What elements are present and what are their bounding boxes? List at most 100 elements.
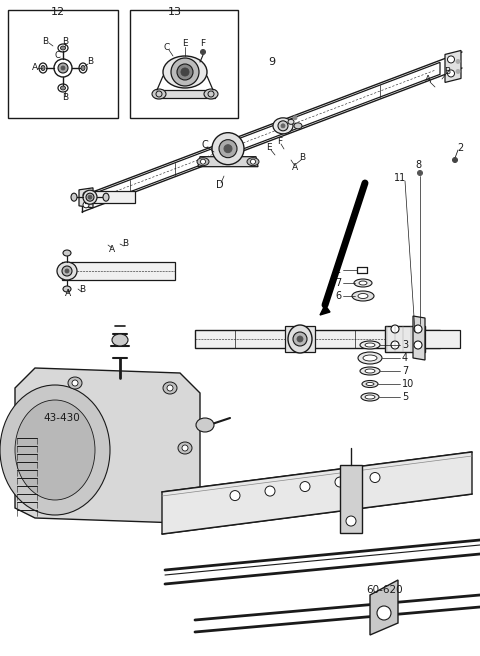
Polygon shape bbox=[445, 51, 461, 83]
Ellipse shape bbox=[212, 133, 244, 165]
Text: E: E bbox=[266, 144, 272, 152]
Bar bbox=[195, 330, 440, 348]
Polygon shape bbox=[79, 188, 93, 208]
Polygon shape bbox=[155, 90, 215, 98]
Text: B: B bbox=[62, 37, 68, 45]
Bar bbox=[425, 330, 460, 348]
Bar bbox=[285, 326, 315, 352]
Ellipse shape bbox=[152, 89, 166, 99]
Ellipse shape bbox=[63, 286, 71, 292]
Text: 1: 1 bbox=[335, 265, 341, 275]
Bar bbox=[130, 10, 238, 118]
Circle shape bbox=[265, 486, 275, 496]
Text: 6: 6 bbox=[335, 291, 341, 301]
Ellipse shape bbox=[103, 193, 109, 201]
Ellipse shape bbox=[15, 400, 95, 500]
Ellipse shape bbox=[178, 442, 192, 454]
Text: A: A bbox=[425, 75, 431, 85]
Text: B: B bbox=[299, 154, 305, 163]
Ellipse shape bbox=[181, 68, 189, 76]
Ellipse shape bbox=[197, 157, 209, 166]
Ellipse shape bbox=[359, 281, 367, 285]
Text: C: C bbox=[202, 140, 208, 150]
Ellipse shape bbox=[247, 157, 259, 166]
Text: 43-430: 43-430 bbox=[44, 413, 80, 423]
Ellipse shape bbox=[83, 190, 97, 204]
Ellipse shape bbox=[196, 418, 214, 432]
Text: B: B bbox=[444, 68, 450, 77]
Ellipse shape bbox=[177, 64, 193, 80]
Ellipse shape bbox=[366, 382, 374, 386]
Ellipse shape bbox=[60, 86, 65, 90]
Circle shape bbox=[58, 63, 68, 73]
Text: 3: 3 bbox=[402, 340, 408, 350]
Ellipse shape bbox=[65, 269, 69, 273]
Ellipse shape bbox=[71, 193, 77, 201]
Ellipse shape bbox=[273, 118, 293, 134]
Circle shape bbox=[172, 495, 178, 501]
Text: 12: 12 bbox=[51, 7, 65, 17]
Ellipse shape bbox=[288, 119, 294, 125]
Ellipse shape bbox=[88, 195, 92, 199]
Circle shape bbox=[230, 491, 240, 501]
Ellipse shape bbox=[352, 291, 374, 301]
Text: 2: 2 bbox=[457, 143, 463, 153]
Circle shape bbox=[182, 445, 188, 451]
Text: 13: 13 bbox=[168, 7, 182, 17]
Ellipse shape bbox=[293, 116, 297, 120]
Ellipse shape bbox=[0, 385, 110, 515]
Circle shape bbox=[370, 472, 380, 483]
Text: 7: 7 bbox=[335, 278, 341, 288]
Ellipse shape bbox=[361, 393, 379, 401]
Ellipse shape bbox=[354, 279, 372, 287]
Ellipse shape bbox=[68, 377, 82, 389]
Circle shape bbox=[447, 56, 455, 63]
Circle shape bbox=[456, 60, 460, 64]
Circle shape bbox=[391, 325, 399, 333]
Text: A: A bbox=[32, 64, 38, 73]
Bar bbox=[385, 326, 425, 352]
Text: F: F bbox=[277, 138, 283, 146]
Text: 11: 11 bbox=[394, 173, 406, 183]
Ellipse shape bbox=[358, 352, 382, 364]
Ellipse shape bbox=[362, 380, 378, 388]
Text: A: A bbox=[65, 289, 71, 298]
Circle shape bbox=[335, 477, 345, 487]
Text: 9: 9 bbox=[268, 57, 276, 67]
Text: D: D bbox=[216, 180, 224, 190]
Polygon shape bbox=[162, 452, 472, 534]
Text: F: F bbox=[201, 39, 205, 49]
Bar bbox=[62, 262, 175, 280]
Bar bbox=[340, 465, 362, 533]
Ellipse shape bbox=[297, 336, 303, 342]
Text: 4: 4 bbox=[402, 353, 408, 363]
Ellipse shape bbox=[60, 46, 65, 50]
Ellipse shape bbox=[163, 382, 177, 394]
Circle shape bbox=[418, 171, 422, 176]
Ellipse shape bbox=[365, 369, 375, 373]
Polygon shape bbox=[198, 157, 258, 167]
Text: 60-620: 60-620 bbox=[367, 585, 403, 595]
Circle shape bbox=[391, 341, 399, 349]
Ellipse shape bbox=[365, 395, 375, 399]
Text: C: C bbox=[164, 43, 170, 52]
Circle shape bbox=[167, 385, 173, 391]
Bar bbox=[85, 191, 135, 203]
Ellipse shape bbox=[365, 343, 375, 347]
Circle shape bbox=[447, 70, 455, 77]
Polygon shape bbox=[15, 368, 200, 523]
Polygon shape bbox=[413, 316, 425, 360]
Ellipse shape bbox=[112, 334, 128, 346]
Circle shape bbox=[377, 606, 391, 620]
Ellipse shape bbox=[360, 341, 380, 349]
Text: A: A bbox=[109, 245, 115, 255]
Ellipse shape bbox=[41, 66, 45, 70]
Ellipse shape bbox=[278, 121, 288, 131]
Circle shape bbox=[83, 192, 89, 198]
Ellipse shape bbox=[81, 66, 85, 70]
Text: C: C bbox=[54, 52, 60, 60]
Ellipse shape bbox=[171, 58, 199, 86]
Ellipse shape bbox=[62, 266, 72, 276]
Ellipse shape bbox=[224, 145, 232, 153]
Ellipse shape bbox=[57, 262, 77, 280]
